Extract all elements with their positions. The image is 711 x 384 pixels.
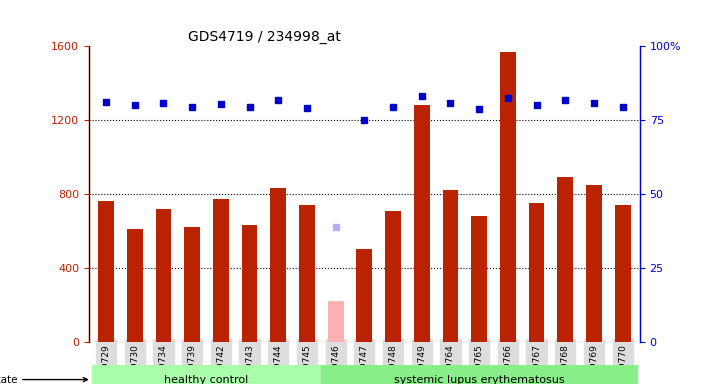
- Bar: [299, 205, 315, 342]
- Bar: [328, 301, 343, 342]
- Bar: [242, 225, 257, 342]
- Bar: [270, 189, 287, 342]
- Text: healthy control: healthy control: [164, 374, 249, 384]
- Bar: [98, 201, 114, 342]
- Bar: [356, 249, 373, 342]
- Bar: [442, 190, 459, 342]
- Bar: [586, 185, 602, 342]
- Bar: [414, 105, 429, 342]
- Bar: [500, 51, 515, 342]
- Bar: [321, 365, 637, 384]
- Bar: [184, 227, 200, 342]
- Bar: [529, 203, 545, 342]
- Text: GDS4719 / 234998_at: GDS4719 / 234998_at: [188, 30, 341, 44]
- Bar: [92, 365, 321, 384]
- Bar: [557, 177, 573, 342]
- Text: disease state: disease state: [0, 374, 87, 384]
- Bar: [471, 216, 487, 342]
- Bar: [213, 199, 229, 342]
- Bar: [385, 210, 401, 342]
- Bar: [156, 209, 171, 342]
- Text: systemic lupus erythematosus: systemic lupus erythematosus: [394, 374, 565, 384]
- Bar: [127, 229, 143, 342]
- Bar: [615, 205, 631, 342]
